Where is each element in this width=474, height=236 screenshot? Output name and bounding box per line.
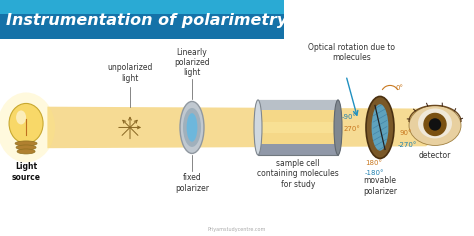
Ellipse shape xyxy=(409,105,461,145)
Ellipse shape xyxy=(254,100,262,155)
Text: -90°: -90° xyxy=(342,114,357,120)
Text: sample cell
containing molecules
for study: sample cell containing molecules for stu… xyxy=(257,159,339,189)
Text: 90°: 90° xyxy=(400,131,412,136)
FancyBboxPatch shape xyxy=(258,100,338,155)
Text: movable
polarizer: movable polarizer xyxy=(363,177,397,196)
Text: Linearly
polarized
light: Linearly polarized light xyxy=(174,48,210,77)
Ellipse shape xyxy=(187,113,197,142)
Polygon shape xyxy=(47,107,436,148)
Text: Priyamstudycentre.com: Priyamstudycentre.com xyxy=(208,227,266,232)
Ellipse shape xyxy=(17,149,35,154)
Ellipse shape xyxy=(9,103,43,143)
Text: fixed
polarizer: fixed polarizer xyxy=(175,173,209,193)
Ellipse shape xyxy=(334,100,342,155)
Circle shape xyxy=(424,114,446,135)
Text: unpolarized
light: unpolarized light xyxy=(107,63,153,83)
Ellipse shape xyxy=(16,110,26,124)
Ellipse shape xyxy=(0,93,55,162)
Text: 180°: 180° xyxy=(365,160,383,166)
FancyBboxPatch shape xyxy=(0,0,284,14)
Text: Light
source: Light source xyxy=(11,162,41,182)
Text: 0°: 0° xyxy=(396,85,404,91)
FancyBboxPatch shape xyxy=(0,0,284,39)
Ellipse shape xyxy=(366,97,394,158)
Circle shape xyxy=(429,119,440,130)
Ellipse shape xyxy=(183,108,201,147)
Ellipse shape xyxy=(372,104,388,151)
Ellipse shape xyxy=(15,141,37,146)
FancyBboxPatch shape xyxy=(258,122,338,133)
Text: 270°: 270° xyxy=(344,126,361,132)
Text: -180°: -180° xyxy=(364,170,384,177)
Ellipse shape xyxy=(180,101,204,153)
Text: Instrumentation of polarimetry: Instrumentation of polarimetry xyxy=(6,13,287,28)
Text: -270°: -270° xyxy=(398,143,418,148)
Ellipse shape xyxy=(418,108,452,139)
Text: Optical rotation due to
molecules: Optical rotation due to molecules xyxy=(309,43,395,63)
FancyBboxPatch shape xyxy=(258,110,338,144)
Text: detector: detector xyxy=(419,152,451,160)
FancyBboxPatch shape xyxy=(258,100,338,114)
Ellipse shape xyxy=(16,145,36,150)
